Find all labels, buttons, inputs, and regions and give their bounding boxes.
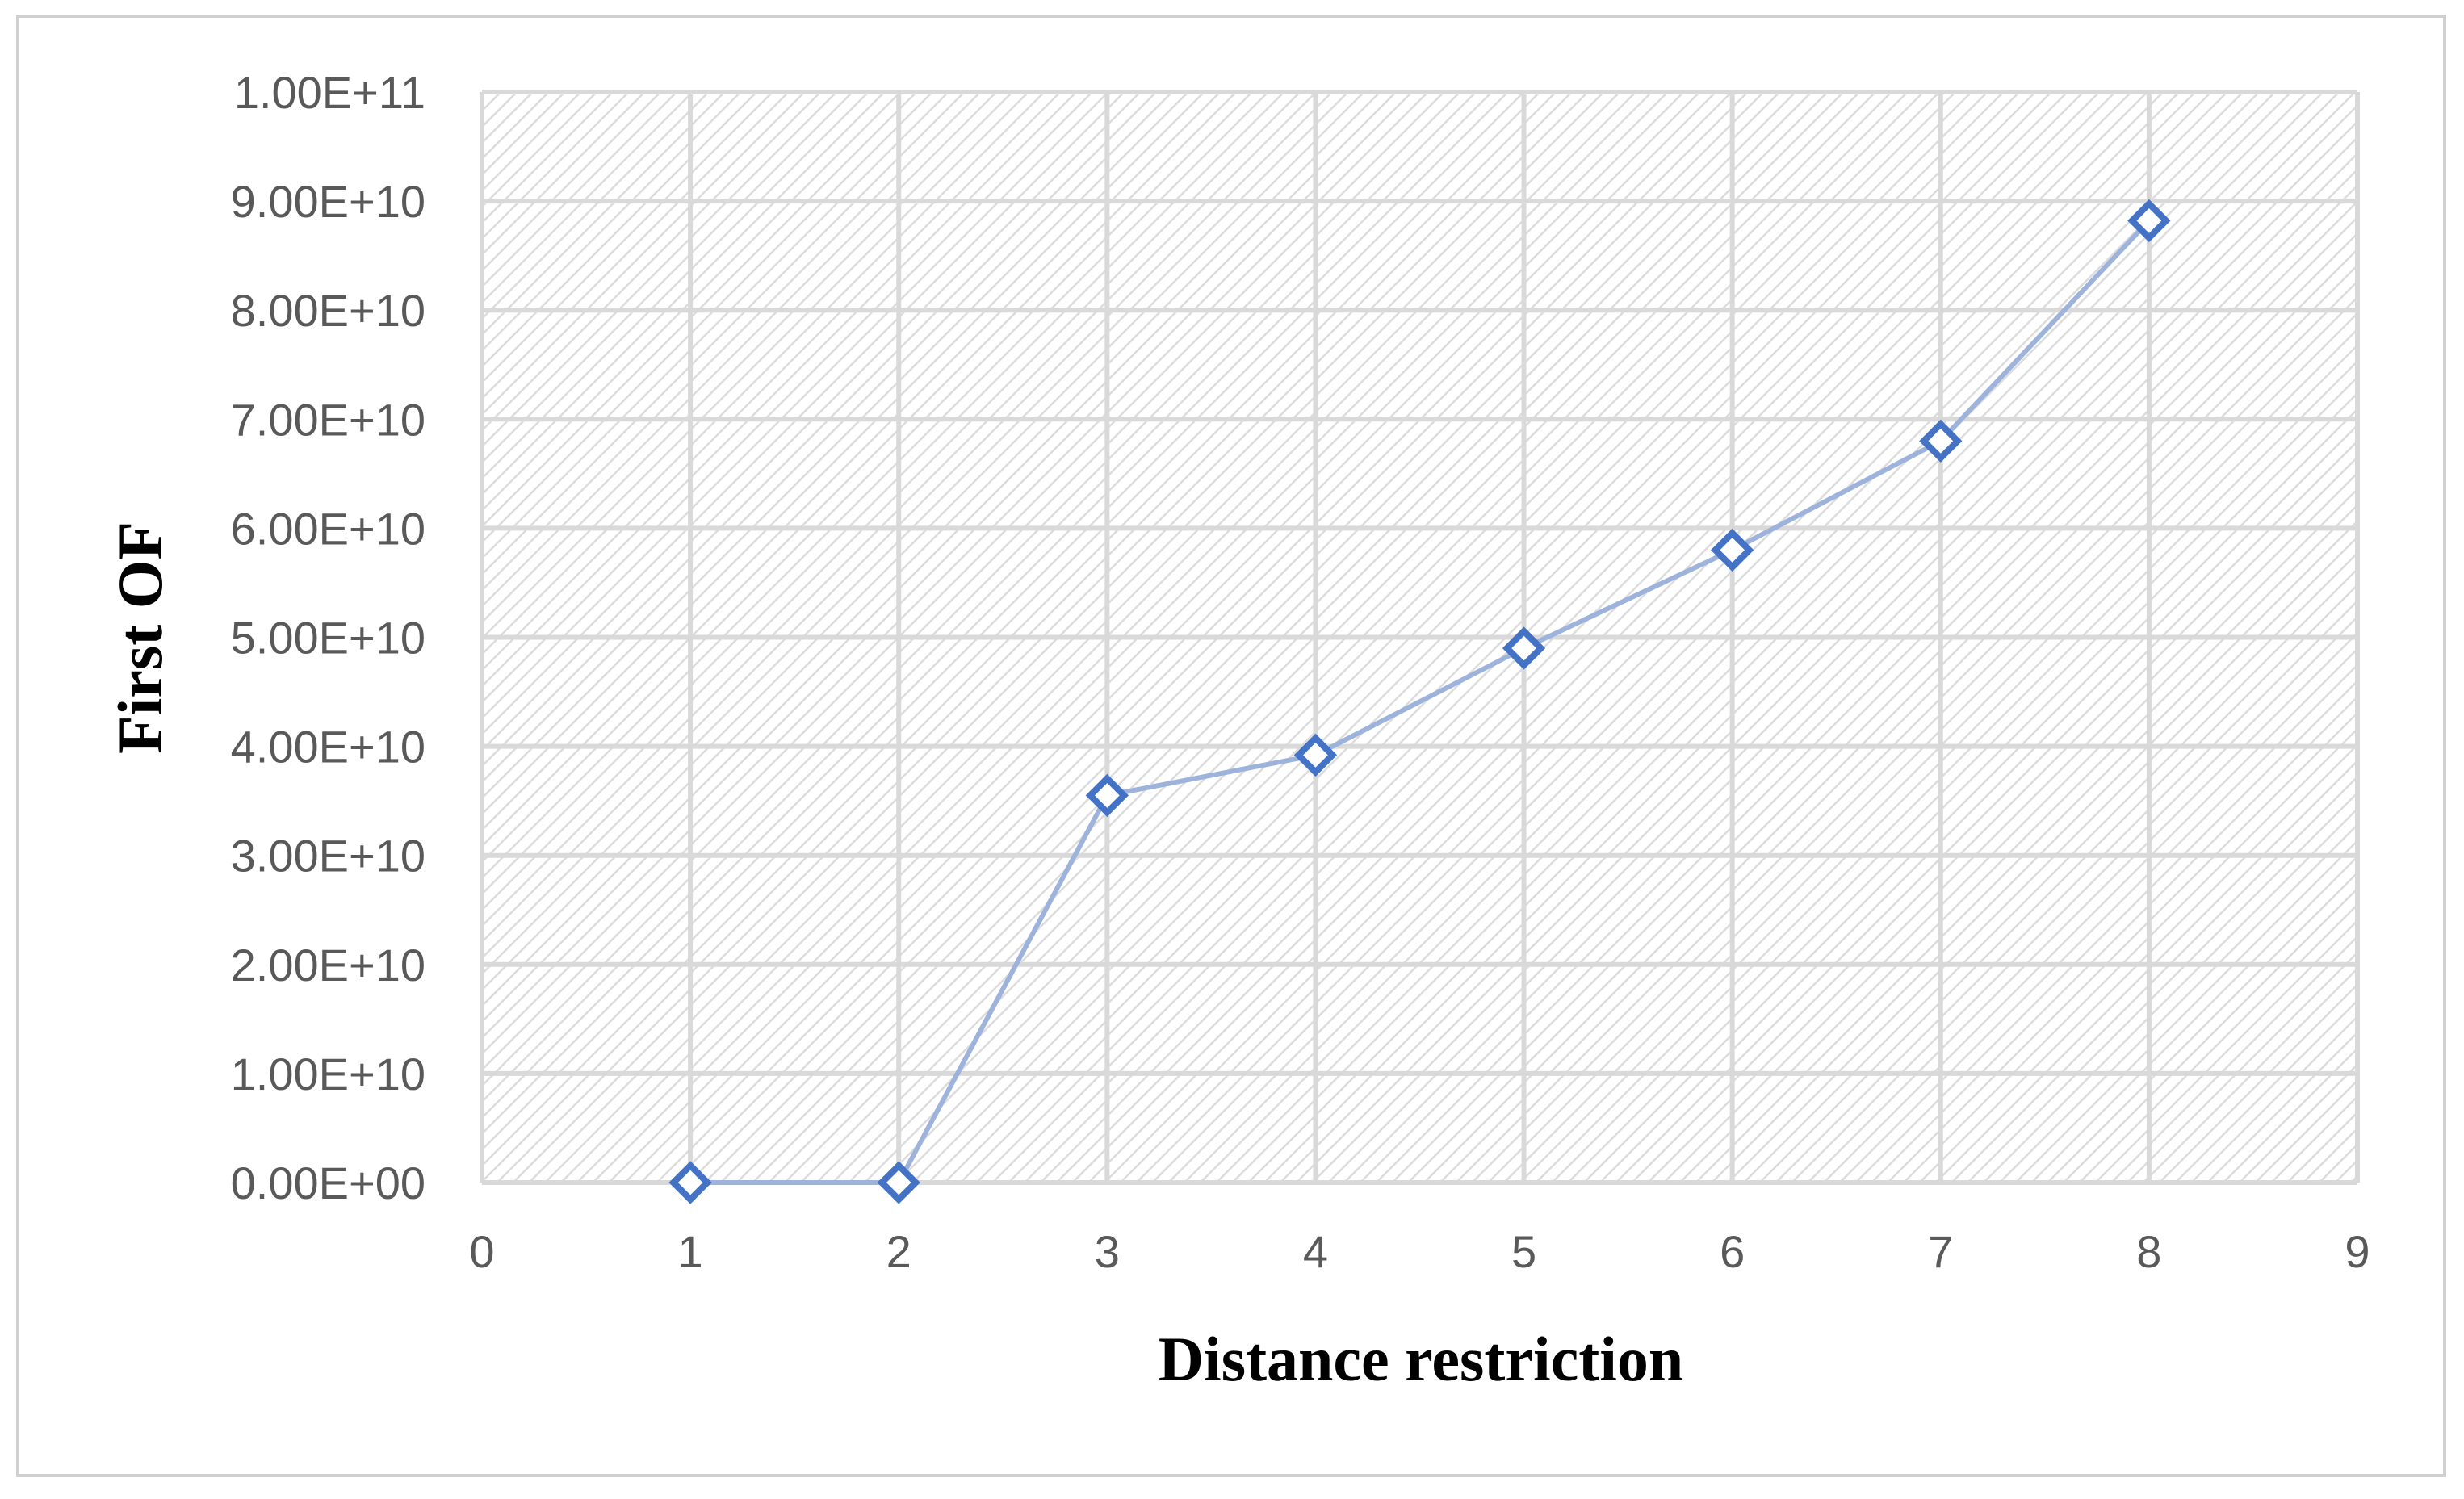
x-tick-label: 5 — [1511, 1226, 1536, 1277]
data-point — [1085, 773, 1129, 818]
x-tick-label: 2 — [886, 1226, 911, 1277]
data-point — [877, 1161, 920, 1204]
x-tick-label: 9 — [2345, 1226, 2370, 1277]
x-tick-label: 7 — [1928, 1226, 1953, 1277]
x-tick-label: 3 — [1095, 1226, 1120, 1277]
y-tick-label: 2.00E+10 — [231, 940, 425, 990]
data-point — [2127, 199, 2171, 243]
y-tick-label: 3.00E+10 — [231, 831, 425, 881]
y-tick-label: 8.00E+10 — [231, 285, 425, 336]
y-tick-label: 0.00E+00 — [231, 1158, 425, 1208]
x-axis-title: Distance restriction — [1159, 1324, 1684, 1394]
y-axis-title: First OF — [105, 521, 175, 754]
y-tick-label: 7.00E+10 — [231, 394, 425, 445]
series-line — [690, 219, 2152, 1185]
x-tick-label: 0 — [469, 1226, 494, 1277]
y-tick-label: 4.00E+10 — [231, 722, 425, 773]
x-tick-label: 1 — [678, 1226, 703, 1277]
y-tick-label: 1.00E+10 — [231, 1049, 425, 1099]
y-tick-label: 9.00E+10 — [231, 176, 425, 227]
x-tick-label: 4 — [1303, 1226, 1328, 1277]
data-point — [1293, 733, 1338, 777]
y-tick-label: 5.00E+10 — [231, 613, 425, 664]
y-tick-label: 6.00E+10 — [231, 503, 425, 554]
x-tick-label: 8 — [2136, 1226, 2161, 1277]
data-point — [1502, 626, 1546, 670]
y-tick-label: 1.00E+11 — [234, 67, 425, 118]
data-point — [668, 1161, 712, 1204]
data-point — [1711, 528, 1754, 572]
x-tick-label: 6 — [1720, 1226, 1745, 1277]
data-point — [1919, 419, 1963, 463]
